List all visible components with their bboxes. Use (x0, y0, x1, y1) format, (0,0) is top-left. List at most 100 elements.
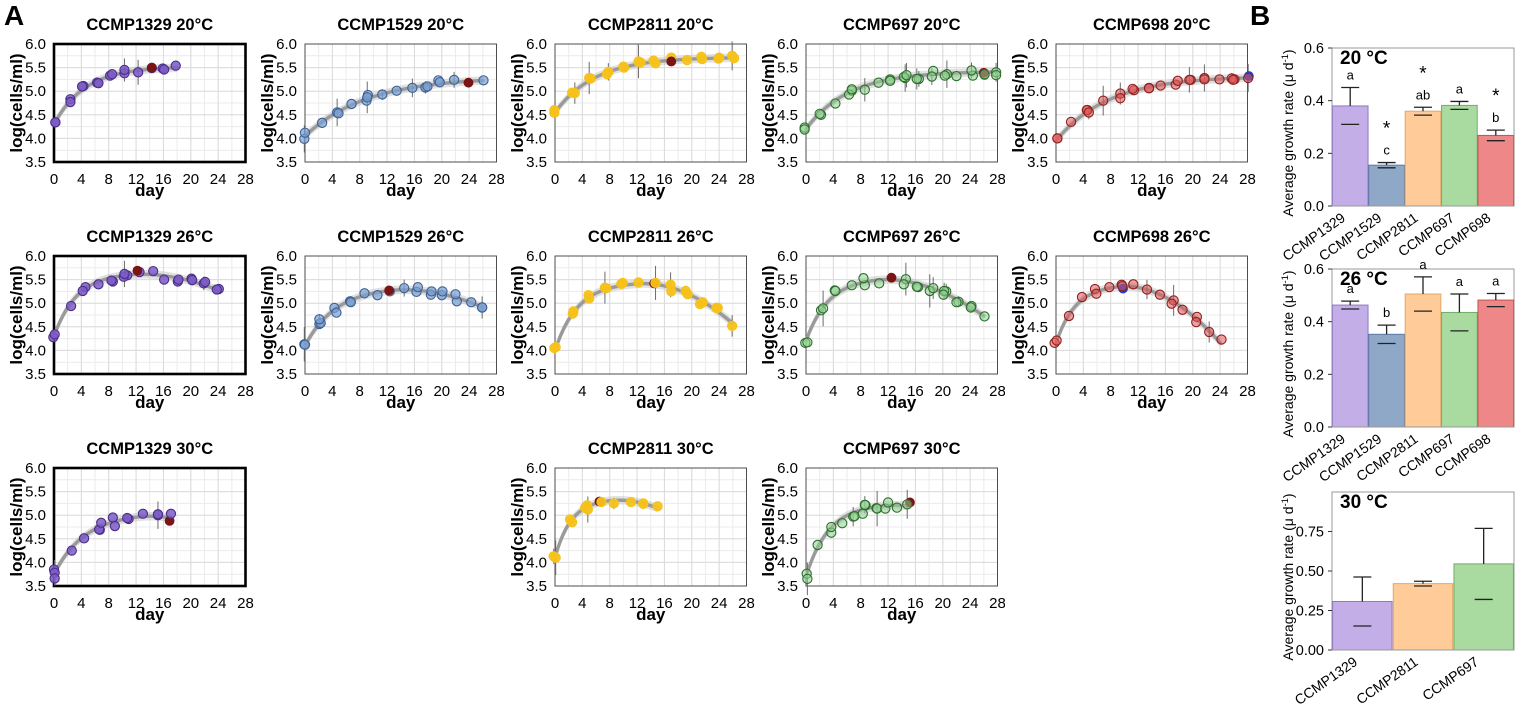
svg-text:day: day (887, 181, 917, 200)
svg-text:4.0: 4.0 (777, 342, 798, 359)
svg-text:28: 28 (989, 595, 1005, 612)
svg-text:20: 20 (433, 171, 450, 188)
svg-text:4.0: 4.0 (526, 342, 547, 359)
svg-text:5.5: 5.5 (1027, 272, 1048, 289)
svg-text:log(cells/ml): log(cells/ml) (259, 53, 277, 152)
svg-text:5.5: 5.5 (25, 484, 46, 501)
svg-text:4.5: 4.5 (526, 531, 547, 548)
svg-text:30 °C: 30 °C (1340, 492, 1388, 513)
svg-text:5.0: 5.0 (777, 295, 798, 312)
svg-text:log(cells/ml): log(cells/ml) (760, 53, 778, 152)
svg-text:0.6: 0.6 (1304, 41, 1324, 57)
svg-text:day: day (1137, 393, 1167, 412)
svg-text:28: 28 (989, 171, 1005, 188)
svg-text:5.5: 5.5 (777, 60, 798, 77)
svg-text:4: 4 (829, 383, 837, 400)
svg-text:Average growth rate (μ d-1): Average growth rate (μ d-1) (1280, 270, 1297, 437)
svg-text:8: 8 (856, 171, 864, 188)
svg-text:8: 8 (606, 383, 614, 400)
svg-text:24: 24 (1212, 171, 1229, 188)
svg-text:4.0: 4.0 (526, 554, 547, 571)
svg-text:c: c (1383, 143, 1390, 158)
svg-text:4.0: 4.0 (276, 342, 297, 359)
svg-text:24: 24 (961, 171, 978, 188)
svg-text:CCMP2811 20°C: CCMP2811 20°C (588, 16, 714, 34)
svg-text:b: b (1492, 110, 1499, 125)
svg-text:8: 8 (1107, 171, 1115, 188)
svg-text:5.0: 5.0 (526, 83, 547, 100)
svg-text:28: 28 (488, 171, 504, 188)
svg-text:5.0: 5.0 (276, 295, 297, 312)
svg-text:28: 28 (989, 383, 1005, 400)
svg-text:4: 4 (578, 171, 586, 188)
svg-text:4.0: 4.0 (777, 554, 798, 571)
svg-text:5.5: 5.5 (276, 60, 297, 77)
svg-text:24: 24 (961, 383, 978, 400)
svg-text:24: 24 (711, 171, 728, 188)
svg-text:0: 0 (50, 383, 58, 400)
svg-text:5.5: 5.5 (777, 272, 798, 289)
svg-text:20 °C: 20 °C (1340, 48, 1388, 69)
svg-text:day: day (386, 181, 416, 200)
svg-text:day: day (636, 605, 666, 624)
svg-text:3.5: 3.5 (777, 578, 798, 595)
svg-text:log(cells/ml): log(cells/ml) (8, 265, 26, 364)
svg-text:4.5: 4.5 (25, 107, 46, 124)
svg-text:8: 8 (105, 595, 113, 612)
svg-text:log(cells/ml): log(cells/ml) (509, 477, 527, 576)
svg-text:0.0: 0.0 (1304, 420, 1324, 436)
svg-text:0.4: 0.4 (1304, 315, 1324, 331)
svg-text:4.0: 4.0 (777, 130, 798, 147)
svg-text:b: b (1383, 305, 1390, 320)
svg-text:5.5: 5.5 (25, 272, 46, 289)
svg-text:4.0: 4.0 (526, 130, 547, 147)
svg-text:6.0: 6.0 (1027, 248, 1048, 265)
svg-text:3.5: 3.5 (1027, 366, 1048, 383)
svg-text:5.5: 5.5 (526, 60, 547, 77)
svg-text:CCMP698 20°C: CCMP698 20°C (1093, 16, 1211, 34)
svg-text:day: day (135, 393, 165, 412)
svg-text:3.5: 3.5 (526, 578, 547, 595)
svg-text:Average growth rate (μ d-1): Average growth rate (μ d-1) (1280, 49, 1297, 216)
svg-text:0.25: 0.25 (1296, 604, 1324, 620)
svg-text:24: 24 (210, 171, 227, 188)
svg-text:0: 0 (1052, 383, 1060, 400)
svg-text:20: 20 (182, 595, 199, 612)
svg-text:log(cells/ml): log(cells/ml) (259, 265, 277, 364)
svg-text:0.0: 0.0 (1304, 199, 1324, 215)
svg-text:CCMP1329: CCMP1329 (1292, 653, 1361, 708)
svg-text:24: 24 (1212, 383, 1229, 400)
svg-text:5.5: 5.5 (1027, 60, 1048, 77)
svg-text:3.5: 3.5 (276, 154, 297, 171)
svg-text:4.0: 4.0 (25, 342, 46, 359)
svg-text:28: 28 (738, 383, 754, 400)
svg-text:a: a (1456, 274, 1464, 289)
svg-text:4.5: 4.5 (1027, 107, 1048, 124)
svg-text:5.0: 5.0 (526, 295, 547, 312)
svg-text:CCMP1529 26°C: CCMP1529 26°C (337, 228, 464, 246)
svg-text:4: 4 (578, 383, 586, 400)
svg-text:ab: ab (1416, 87, 1430, 102)
svg-text:24: 24 (961, 595, 978, 612)
svg-text:0: 0 (551, 383, 559, 400)
svg-text:5.0: 5.0 (1027, 295, 1048, 312)
svg-text:20: 20 (433, 383, 450, 400)
svg-text:day: day (636, 181, 666, 200)
svg-text:5.5: 5.5 (526, 484, 547, 501)
svg-text:log(cells/ml): log(cells/ml) (1010, 53, 1028, 152)
svg-text:0: 0 (551, 171, 559, 188)
svg-text:CCMP1329 30°C: CCMP1329 30°C (86, 440, 213, 458)
svg-text:6.0: 6.0 (1027, 36, 1048, 53)
svg-text:0: 0 (801, 595, 809, 612)
svg-text:24: 24 (460, 171, 477, 188)
svg-text:3.5: 3.5 (25, 154, 46, 171)
svg-text:8: 8 (105, 171, 113, 188)
svg-text:4: 4 (77, 171, 85, 188)
svg-text:a: a (1456, 81, 1464, 96)
svg-text:3.5: 3.5 (1027, 154, 1048, 171)
svg-text:20: 20 (1184, 383, 1201, 400)
svg-text:0: 0 (300, 171, 308, 188)
svg-text:log(cells/ml): log(cells/ml) (8, 53, 26, 152)
svg-text:4.0: 4.0 (1027, 342, 1048, 359)
svg-text:*: * (1419, 63, 1427, 84)
